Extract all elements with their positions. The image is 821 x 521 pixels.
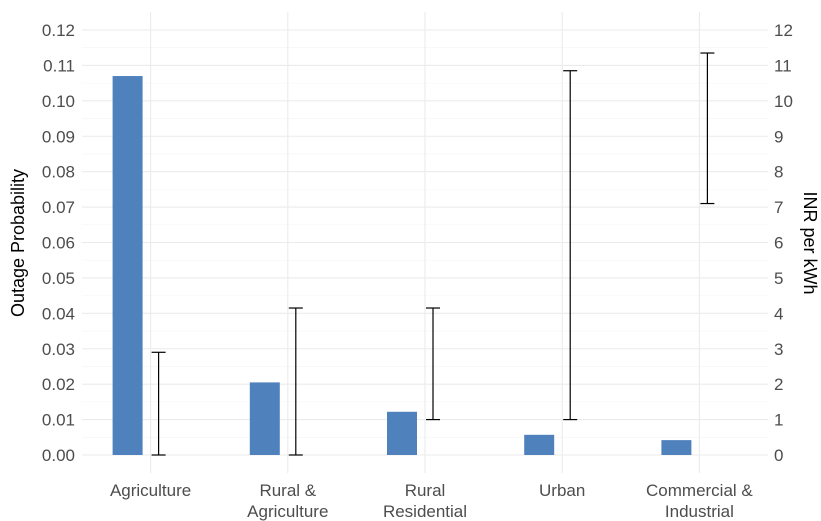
y-tick-label: 0.06	[42, 234, 75, 253]
y-tick-label: 0.03	[42, 340, 75, 359]
bar-3	[387, 411, 417, 455]
y2-tick-label: 0	[774, 446, 783, 465]
y2-tick-label: 7	[774, 198, 783, 217]
x-tick-label-line: Commercial &	[646, 481, 753, 500]
x-tick-label-line: Rural	[405, 481, 446, 500]
y-tick-label: 0.00	[42, 446, 75, 465]
bars	[112, 76, 692, 456]
x-tick-label: Urban	[539, 481, 585, 500]
y-tick-label: 0.07	[42, 198, 75, 217]
y2-tick-label: 3	[774, 340, 783, 359]
x-tick-label: Rural & Agriculture	[247, 481, 328, 521]
x-tick-label-line: Agriculture	[247, 502, 328, 521]
y-tick-label: 0.04	[42, 304, 75, 323]
error-bars	[151, 52, 715, 456]
y-tick-label: 0.09	[42, 127, 75, 146]
y2-tick-label: 10	[774, 92, 793, 111]
y-tick-label: 0.02	[42, 375, 75, 394]
bar-5	[661, 440, 692, 455]
y-tick-label: 0.10	[42, 92, 75, 111]
x-tick-label-line: Residential	[383, 502, 467, 521]
y2-tick-label: 6	[774, 234, 783, 253]
y2-tick-label: 9	[774, 127, 783, 146]
x-tick-label-line: Agriculture	[110, 481, 191, 500]
x-axis-ticks: Agriculture Rural & Agriculture Rural Reside…	[110, 481, 753, 521]
y2-tick-label: 1	[774, 411, 783, 430]
y-axis-right-title: INR per kWh	[800, 191, 820, 294]
x-tick-label-line: Urban	[539, 481, 585, 500]
y2-tick-label: 4	[774, 304, 783, 323]
y2-tick-label: 2	[774, 375, 783, 394]
y-axis-left-ticks: 0.00 0.01 0.02 0.03 0.04 0.05 0.06 0.07 0.08 0.09…	[42, 21, 75, 465]
y-axis-left-title: Outage Probability	[8, 169, 28, 317]
bar-2	[249, 382, 280, 455]
y-tick-label: 0.01	[42, 411, 75, 430]
x-tick-label: Rural Residential	[383, 481, 467, 521]
y2-tick-label: 8	[774, 163, 783, 182]
x-tick-label-line: Industrial	[665, 502, 734, 521]
y2-tick-label: 12	[774, 21, 793, 40]
grid	[82, 12, 768, 473]
y-tick-label: 0.12	[42, 21, 75, 40]
x-tick-label: Commercial & Industrial	[646, 481, 753, 521]
y2-tick-label: 11	[774, 56, 792, 75]
x-tick-label-line: Rural &	[259, 481, 316, 500]
bar-1	[112, 76, 143, 456]
y-tick-label: 0.08	[42, 163, 75, 182]
y-tick-label: 0.05	[42, 269, 75, 288]
x-tick-label: Agriculture	[110, 481, 191, 500]
y2-tick-label: 5	[774, 269, 783, 288]
bar-4	[524, 434, 555, 455]
y-tick-label: 0.11	[43, 56, 75, 75]
